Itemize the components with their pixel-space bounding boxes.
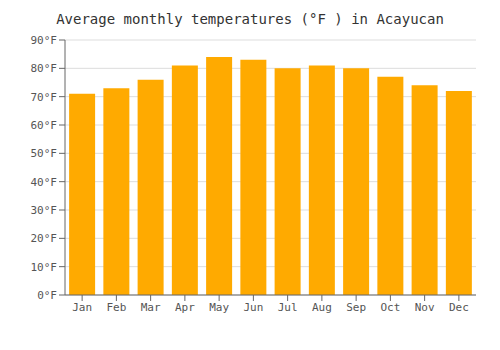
svg-text:Dec: Dec [449, 301, 469, 314]
svg-text:Aug: Aug [312, 301, 332, 314]
html-text:Average monthly temperatures (: Average monthly temperatures (°F ) in Ac… [56, 11, 444, 27]
svg-text:Feb: Feb [106, 301, 126, 314]
svg-text:80°F: 80°F [31, 62, 58, 75]
svg-text:10°F: 10°F [31, 261, 58, 274]
svg-text:90°F: 90°F [31, 34, 58, 47]
svg-text:Jun: Jun [243, 301, 263, 314]
svg-text:Nov: Nov [415, 301, 435, 314]
svg-text:Mar: Mar [141, 301, 161, 314]
svg-text:0°F: 0°F [37, 289, 57, 302]
svg-text:Oct: Oct [380, 301, 400, 314]
svg-text:20°F: 20°F [31, 232, 58, 245]
svg-text:Jul: Jul [278, 301, 298, 314]
svg-text:Jan: Jan [72, 301, 92, 314]
svg-text:Apr: Apr [175, 301, 195, 314]
svg-text:30°F: 30°F [31, 204, 58, 217]
svg-text:60°F: 60°F [31, 119, 58, 132]
svg-text:70°F: 70°F [31, 91, 58, 104]
svg-text:Sep: Sep [346, 301, 366, 314]
svg-text:50°F: 50°F [31, 147, 58, 160]
svg-text:40°F: 40°F [31, 176, 58, 189]
svg-text:May: May [209, 301, 229, 314]
